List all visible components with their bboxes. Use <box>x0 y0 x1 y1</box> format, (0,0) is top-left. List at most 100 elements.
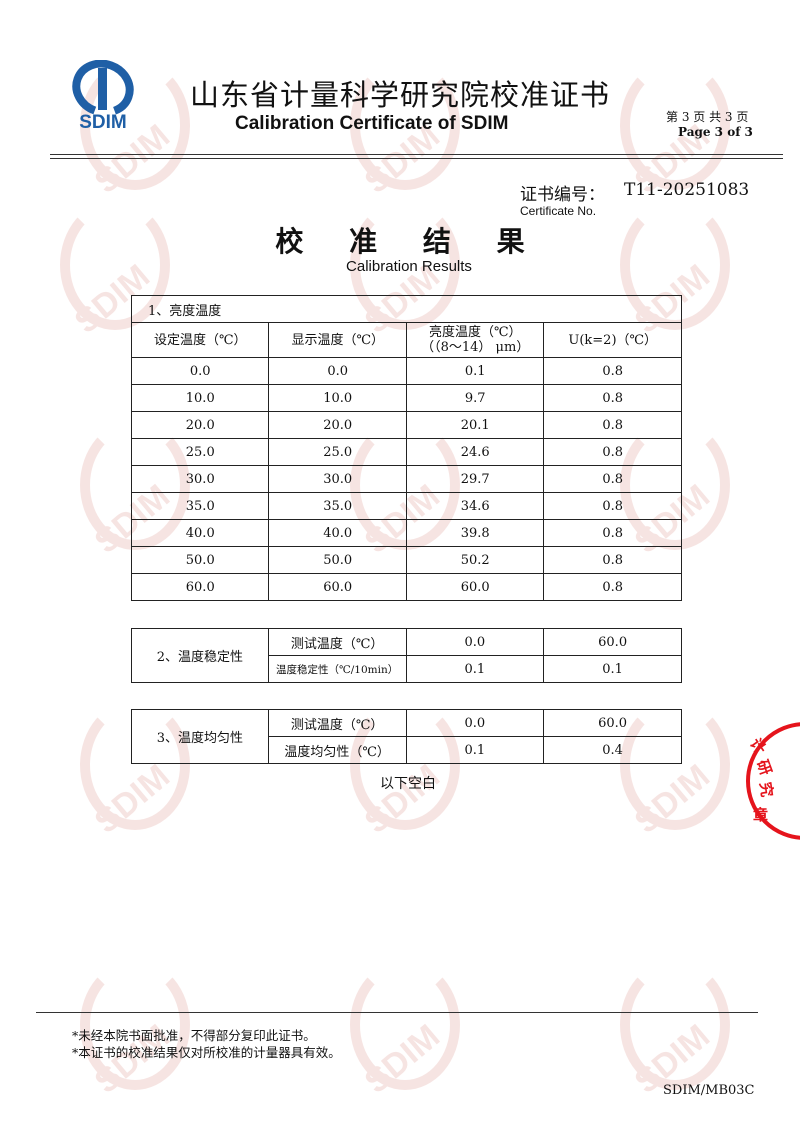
table-cell: 0.1 <box>543 655 682 683</box>
table-cell: 39.8 <box>405 519 545 547</box>
watermark-text: SDIM <box>627 757 717 841</box>
table-cell: 20.0 <box>130 411 270 439</box>
watermark-logo: SDIM <box>330 960 480 1110</box>
official-stamp: 计 研 究 章 <box>745 720 800 842</box>
table-cell: 25.0 <box>130 438 270 466</box>
table-cell: 35.0 <box>130 492 270 520</box>
page-number-cn: 第 3 页 共 3 页 <box>666 110 749 124</box>
temperature-stability-table: 2、温度稳定性 测试温度（℃） 0.0 60.0 温度稳定性（℃/10min） 0.1 0.… <box>131 628 682 683</box>
column-header: 亮度温度（℃） （（8～14） μm） <box>405 322 545 358</box>
certificate-label: 证书编号： <box>520 185 605 205</box>
table-cell: 35.0 <box>268 492 407 520</box>
title-cn: 山东省计量科学研究院校准证书 <box>190 78 611 112</box>
column-header: 显示温度（℃） <box>268 322 407 358</box>
table-cell: 24.6 <box>405 438 545 466</box>
table-cell: 30.0 <box>130 465 270 493</box>
table-cell: 0.0 <box>268 357 407 385</box>
table-cell: 50.2 <box>405 546 545 574</box>
table-row: 温度稳定性（℃/10min） 0.1 0.1 <box>132 655 682 683</box>
certificate-number: T11-20251083 <box>624 180 750 200</box>
table-cell: 0.8 <box>543 465 682 493</box>
watermark-text: SDIM <box>357 757 447 841</box>
table-cell: 9.7 <box>405 384 545 412</box>
table-row: 50.0 50.0 50.2 0.8 <box>130 546 682 574</box>
table-row: 60.0 60.0 60.0 0.8 <box>130 573 682 601</box>
header-divider <box>50 154 783 155</box>
table-row: 35.0 35.0 34.6 0.8 <box>130 492 682 520</box>
row-group-label: 3、温度均匀性 <box>131 709 269 764</box>
table-cell: 0.8 <box>543 411 682 439</box>
table-cell: 0.0 <box>405 709 545 737</box>
table-cell: 测试温度（℃） <box>267 709 407 737</box>
table-cell: 50.0 <box>130 546 270 574</box>
logo-icon: SDIM <box>72 59 134 133</box>
table-cell: 0.0 <box>405 628 545 656</box>
table-cell: 20.1 <box>405 411 545 439</box>
table-row: 20.0 20.0 20.1 0.8 <box>130 411 682 439</box>
header-divider <box>50 158 783 159</box>
table-row: 30.0 30.0 29.7 0.8 <box>130 465 682 493</box>
table-row: 10.0 10.0 9.7 0.8 <box>130 384 682 412</box>
title-en: Calibration Certificate of SDIM <box>235 113 509 134</box>
table-cell: 0.8 <box>543 492 682 520</box>
table-cell: 60.0 <box>405 573 545 601</box>
table-cell: 20.0 <box>268 411 407 439</box>
table-cell: 40.0 <box>268 519 407 547</box>
table-cell: 34.6 <box>405 492 545 520</box>
table-cell: 0.8 <box>543 546 682 574</box>
table-title: 1、亮度温度 <box>131 295 682 323</box>
logo-text: SDIM <box>79 112 127 130</box>
table-cell: 0.8 <box>543 573 682 601</box>
table-cell: 60.0 <box>268 573 407 601</box>
table-cell: 30.0 <box>268 465 407 493</box>
form-code: SDIM/MB03C <box>663 1083 755 1098</box>
table-cell: 50.0 <box>268 546 407 574</box>
table-cell: 0.8 <box>543 519 682 547</box>
table-cell: 温度稳定性（℃/10min） <box>267 655 407 683</box>
table-row: 温度均匀性（℃） 0.1 0.4 <box>132 736 682 764</box>
table-cell: 60.0 <box>543 628 682 656</box>
svg-text:章: 章 <box>753 806 768 824</box>
stamp-seal-icon: 计 研 究 章 <box>746 722 800 840</box>
certificate-label-en: Certificate No. <box>520 204 597 218</box>
table-cell: 60.0 <box>543 709 682 737</box>
column-header: U(k=2)（℃） <box>543 322 682 358</box>
table-cell: 25.0 <box>268 438 407 466</box>
svg-text:研: 研 <box>753 757 775 777</box>
table-cell: 0.8 <box>543 438 682 466</box>
table-cell: 10.0 <box>130 384 270 412</box>
table-cell: 测试温度（℃） <box>267 628 407 656</box>
table-header-row: 设定温度（℃） 显示温度（℃） 亮度温度（℃） （（8～14） μm） U(k=2)（… <box>130 322 682 358</box>
table-cell: 29.7 <box>405 465 545 493</box>
table-cell: 0.0 <box>130 357 270 385</box>
brightness-temperature-table: 1、亮度温度 设定温度（℃） 显示温度（℃） 亮度温度（℃） （（8～14） μm） U… <box>130 295 682 601</box>
table-cell: 40.0 <box>130 519 270 547</box>
svg-text:究: 究 <box>756 781 776 798</box>
section-title: 校 准 结 果 <box>275 225 543 258</box>
sdim-logo: SDIM <box>68 59 138 133</box>
table-row: 2、温度稳定性 测试温度（℃） 0.0 60.0 <box>131 628 682 683</box>
page-number-en: Page 3 of 3 <box>678 125 753 139</box>
watermark-text: SDIM <box>87 757 177 841</box>
blank-note: 以下空白 <box>380 776 436 792</box>
footer-note: *未经本院书面批准，不得部分复印此证书。 <box>72 1028 316 1043</box>
watermark-text: SDIM <box>357 1017 447 1101</box>
table-row: 3、温度均匀性 测试温度（℃） 0.0 60.0 <box>131 709 682 764</box>
table-row: 0.0 0.0 0.1 0.8 <box>130 357 682 385</box>
table-cell: 10.0 <box>268 384 407 412</box>
table-row: 40.0 40.0 39.8 0.8 <box>130 519 682 547</box>
table-cell: 0.1 <box>405 357 545 385</box>
table-cell: 0.4 <box>543 736 682 764</box>
footer-divider <box>36 1012 758 1013</box>
column-header: 设定温度（℃） <box>130 322 270 358</box>
row-group-label: 2、温度稳定性 <box>131 628 269 683</box>
temperature-uniformity-table: 3、温度均匀性 测试温度（℃） 0.0 60.0 温度均匀性（℃） 0.1 0.4 <box>131 709 682 764</box>
table-cell: 0.1 <box>405 736 545 764</box>
section-title-en: Calibration Results <box>346 258 472 275</box>
table-cell: 60.0 <box>130 573 270 601</box>
table-cell: 0.8 <box>543 384 682 412</box>
table-row: 25.0 25.0 24.6 0.8 <box>130 438 682 466</box>
table-cell: 0.1 <box>405 655 545 683</box>
table-cell: 温度均匀性（℃） <box>267 736 407 764</box>
table-cell: 0.8 <box>543 357 682 385</box>
